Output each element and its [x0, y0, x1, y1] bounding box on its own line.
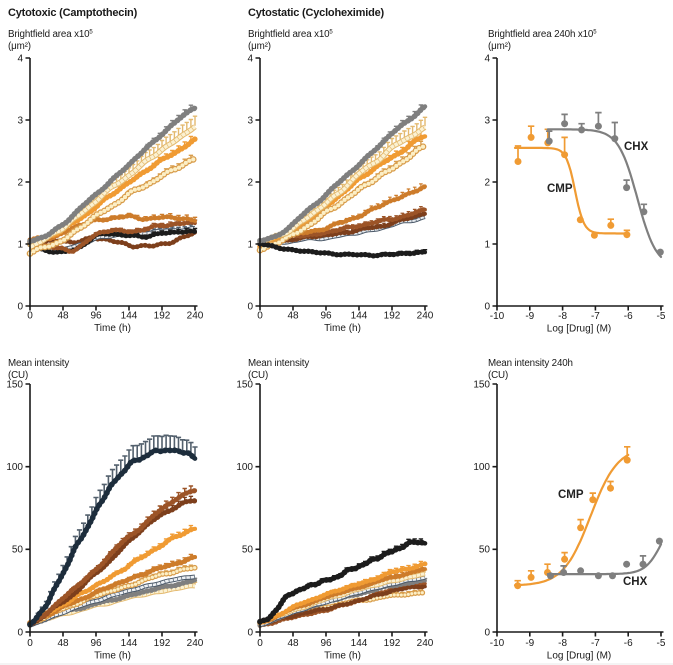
svg-text:0: 0	[484, 301, 490, 312]
svg-text:144: 144	[121, 311, 138, 322]
svg-text:Time (h): Time (h)	[324, 323, 361, 334]
svg-text:-7: -7	[591, 311, 600, 322]
svg-text:144: 144	[121, 638, 138, 649]
svg-text:150: 150	[473, 379, 490, 390]
svg-text:48: 48	[287, 311, 299, 322]
svg-text:0: 0	[17, 301, 23, 312]
svg-text:100: 100	[6, 462, 23, 473]
svg-text:48: 48	[57, 311, 69, 322]
svg-text:Cytotoxic (Camptothecin): Cytotoxic (Camptothecin)	[8, 7, 138, 19]
svg-text:240: 240	[187, 638, 204, 649]
svg-text:48: 48	[57, 638, 69, 649]
svg-text:Brightfield area 240h x105: Brightfield area 240h x105	[488, 29, 597, 40]
svg-text:0: 0	[247, 301, 253, 312]
svg-text:1: 1	[484, 239, 490, 250]
svg-text:0: 0	[27, 638, 33, 649]
svg-text:Brightfield area x105: Brightfield area x105	[8, 29, 93, 40]
svg-text:0: 0	[484, 627, 490, 638]
svg-text:0: 0	[27, 311, 33, 322]
svg-text:-8: -8	[558, 638, 567, 649]
svg-text:-9: -9	[525, 311, 534, 322]
svg-text:4: 4	[17, 53, 23, 64]
svg-text:-5: -5	[657, 311, 666, 322]
svg-text:Log [Drug] (M): Log [Drug] (M)	[547, 651, 611, 662]
svg-text:96: 96	[320, 311, 332, 322]
svg-text:96: 96	[90, 638, 102, 649]
svg-text:240: 240	[417, 311, 434, 322]
svg-text:-8: -8	[558, 311, 567, 322]
svg-text:96: 96	[90, 311, 102, 322]
svg-text:Brightfield area x105: Brightfield area x105	[248, 29, 333, 40]
svg-text:2: 2	[17, 177, 23, 188]
svg-text:3: 3	[17, 115, 23, 126]
svg-text:144: 144	[351, 638, 368, 649]
svg-text:Mean intensity: Mean intensity	[8, 358, 69, 369]
svg-text:-10: -10	[490, 311, 505, 322]
svg-text:3: 3	[247, 115, 253, 126]
svg-text:192: 192	[154, 311, 171, 322]
svg-text:CMP: CMP	[558, 489, 584, 501]
svg-text:CHX: CHX	[623, 576, 648, 588]
svg-text:0: 0	[257, 311, 263, 322]
svg-text:240: 240	[417, 638, 434, 649]
svg-text:-6: -6	[624, 638, 633, 649]
svg-text:-9: -9	[525, 638, 534, 649]
svg-text:Cytostatic (Cycloheximide): Cytostatic (Cycloheximide)	[248, 7, 385, 19]
svg-text:-7: -7	[591, 638, 600, 649]
svg-text:0: 0	[257, 638, 263, 649]
svg-text:Time (h): Time (h)	[324, 651, 361, 662]
svg-text:2: 2	[484, 177, 490, 188]
svg-text:192: 192	[384, 638, 401, 649]
svg-text:144: 144	[351, 311, 368, 322]
svg-text:50: 50	[12, 545, 24, 556]
svg-text:2: 2	[247, 177, 253, 188]
svg-text:Mean intensity 240h: Mean intensity 240h	[488, 358, 573, 369]
svg-text:50: 50	[479, 545, 491, 556]
svg-text:48: 48	[287, 638, 299, 649]
svg-text:4: 4	[484, 53, 490, 64]
svg-text:Log [Drug] (M): Log [Drug] (M)	[547, 324, 611, 335]
svg-text:0: 0	[247, 627, 253, 638]
svg-text:3: 3	[484, 115, 490, 126]
svg-text:-10: -10	[490, 638, 505, 649]
svg-text:(CU): (CU)	[8, 370, 28, 381]
svg-text:(μm²): (μm²)	[8, 41, 31, 52]
svg-text:150: 150	[6, 379, 23, 390]
svg-text:192: 192	[154, 638, 171, 649]
svg-text:CMP: CMP	[547, 183, 573, 195]
svg-text:4: 4	[247, 53, 253, 64]
svg-text:-5: -5	[657, 638, 666, 649]
svg-text:1: 1	[247, 239, 253, 250]
svg-text:-6: -6	[624, 311, 633, 322]
svg-text:240: 240	[187, 311, 204, 322]
svg-text:(μm²): (μm²)	[248, 41, 271, 52]
svg-text:150: 150	[236, 379, 253, 390]
svg-text:Time (h): Time (h)	[94, 323, 131, 334]
svg-text:(CU): (CU)	[488, 370, 508, 381]
svg-text:96: 96	[320, 638, 332, 649]
svg-text:Time (h): Time (h)	[94, 651, 131, 662]
svg-text:CHX: CHX	[624, 141, 649, 153]
svg-text:100: 100	[473, 462, 490, 473]
svg-text:1: 1	[17, 239, 23, 250]
svg-text:50: 50	[242, 545, 254, 556]
svg-text:(CU): (CU)	[248, 370, 268, 381]
svg-text:192: 192	[384, 311, 401, 322]
svg-text:Mean intensity: Mean intensity	[248, 358, 309, 369]
svg-text:0: 0	[17, 627, 23, 638]
svg-text:100: 100	[236, 462, 253, 473]
svg-text:(μm²): (μm²)	[488, 41, 511, 52]
